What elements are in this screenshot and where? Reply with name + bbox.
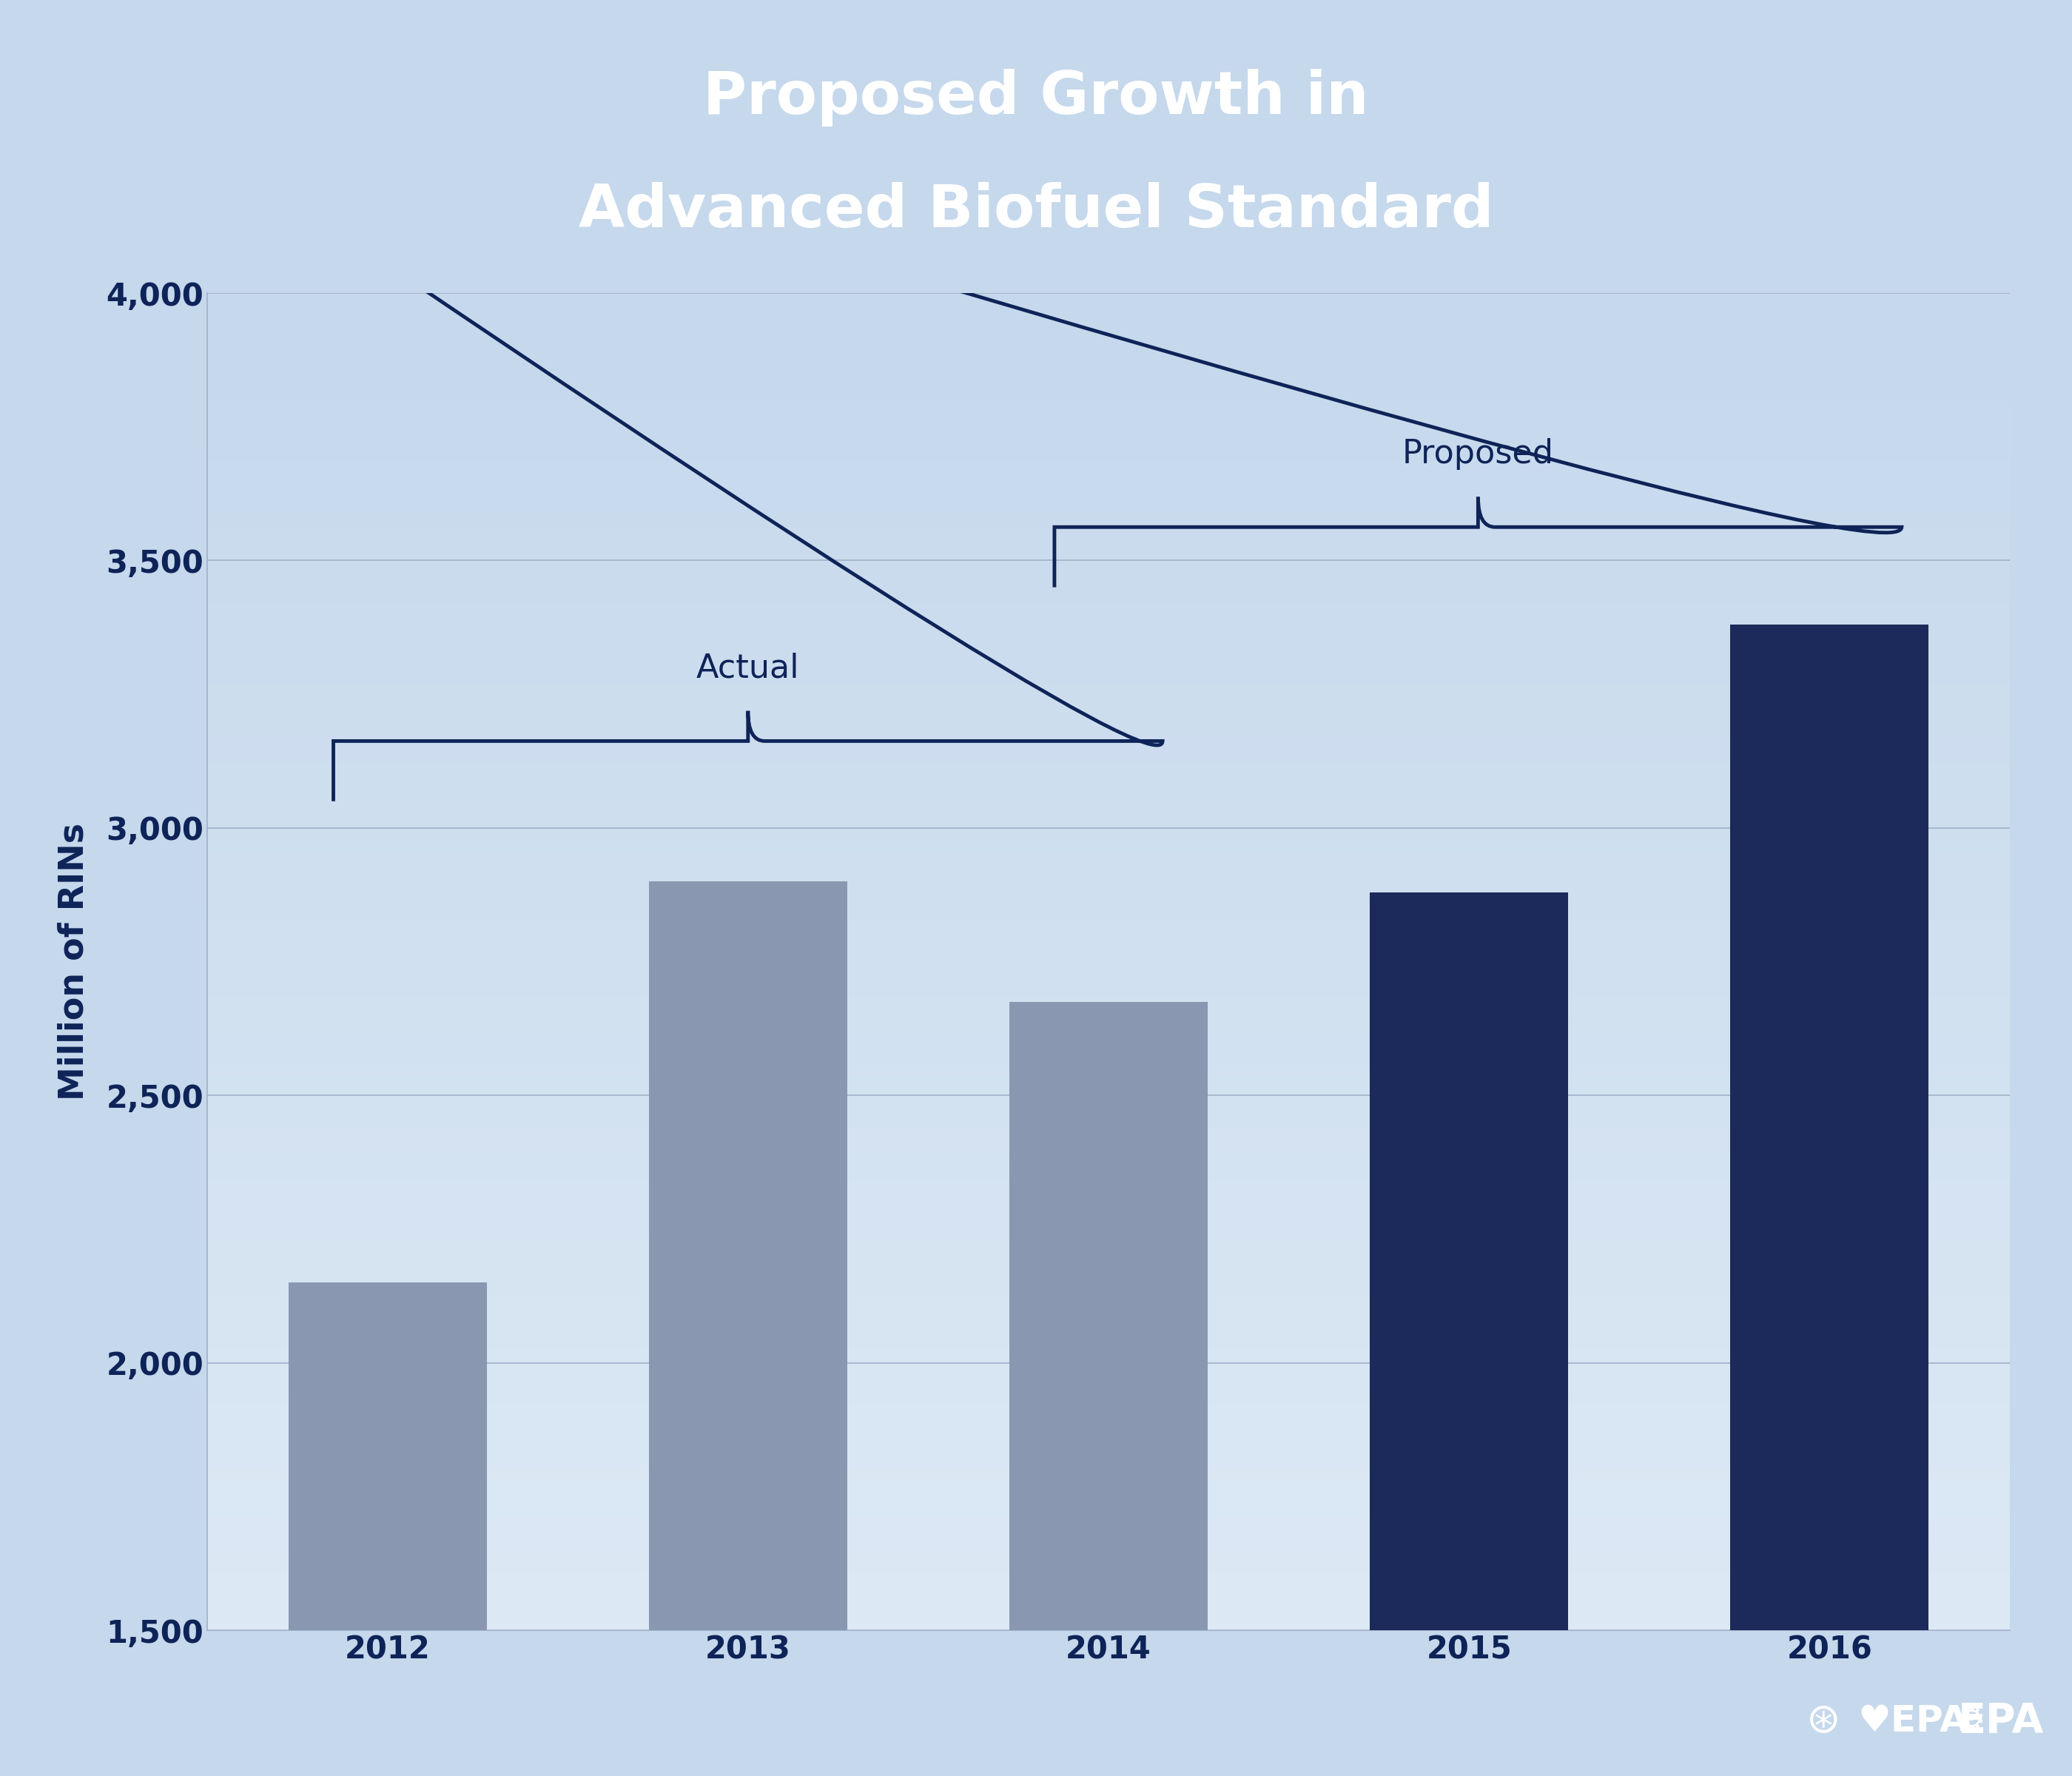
Bar <box>1730 625 1929 1776</box>
Y-axis label: Million of RINs: Million of RINs <box>58 822 91 1101</box>
Text: Actual: Actual <box>696 652 800 684</box>
Text: ⊛: ⊛ <box>1807 1701 1840 1740</box>
Text: ⚙: ⚙ <box>1958 1705 1985 1737</box>
Bar <box>649 881 847 1776</box>
Text: Proposed Growth in: Proposed Growth in <box>702 69 1370 126</box>
Text: Advanced Biofuel Standard: Advanced Biofuel Standard <box>578 183 1494 240</box>
Text: EPA: EPA <box>1958 1701 2045 1740</box>
Text: ♥EPA: ♥EPA <box>1859 1703 1968 1739</box>
Bar <box>288 1282 487 1776</box>
Text: Proposed: Proposed <box>1403 439 1554 471</box>
Bar <box>1370 892 1569 1776</box>
Bar <box>1009 1002 1208 1776</box>
